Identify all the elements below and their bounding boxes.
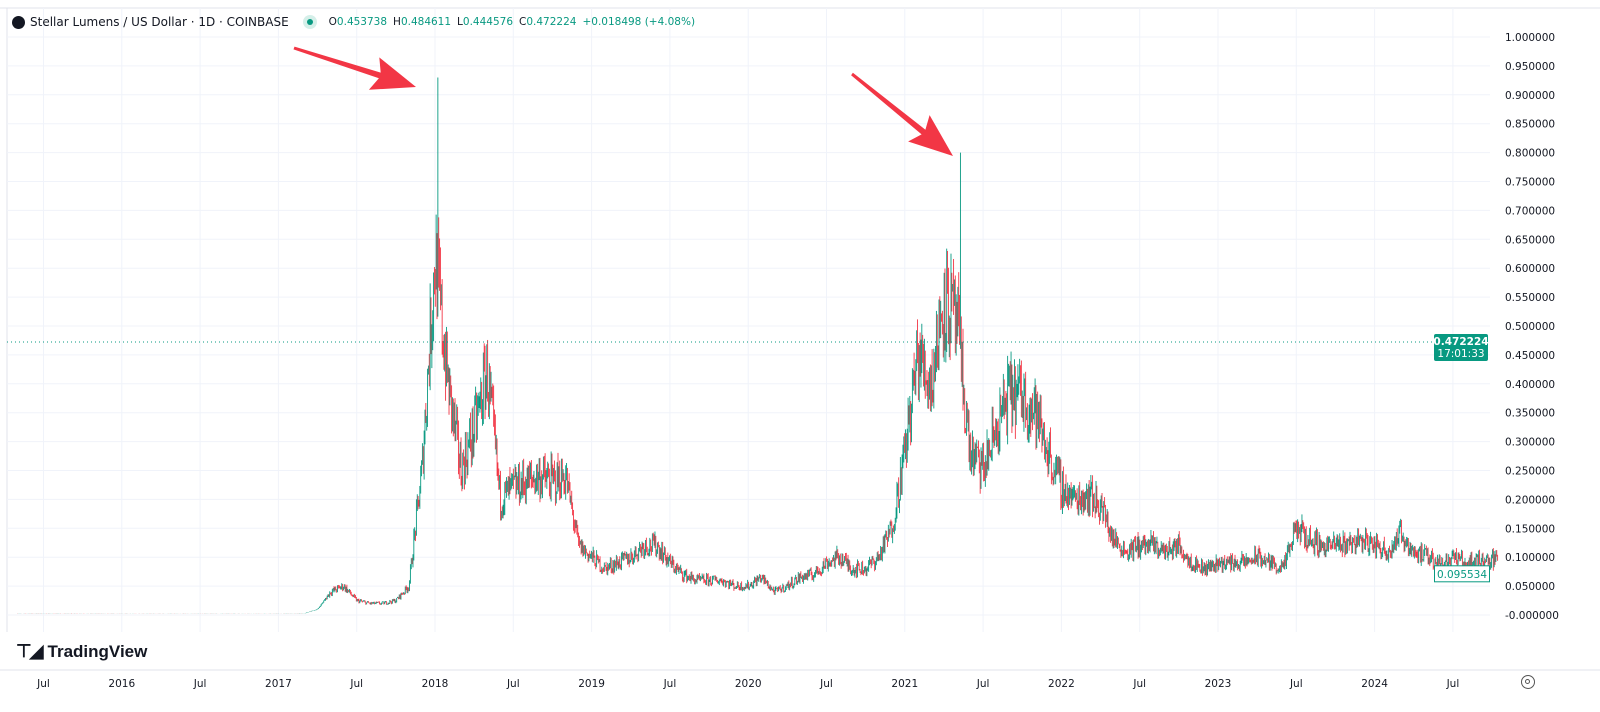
last-close-badge	[1434, 565, 1490, 583]
tradingview-text: TradingView	[47, 641, 148, 661]
y-tick-label: 0.900000	[1505, 90, 1555, 102]
x-tick-label: 2020	[735, 678, 762, 690]
y-tick-label: 1.000000	[1505, 32, 1555, 44]
stellar-logo-icon	[12, 15, 25, 29]
x-tick-label: Jul	[193, 678, 207, 690]
x-tick-label: 2019	[578, 678, 605, 690]
ohlc-low: L0.444576	[457, 16, 513, 28]
low-label: L	[457, 16, 463, 28]
chart-header: Stellar Lumens / US Dollar · 1D · COINBA…	[12, 15, 701, 29]
tradingview-mark-icon: ⊤◢	[16, 641, 43, 661]
y-tick-label: -0.000000	[1505, 610, 1559, 622]
y-tick-label: 0.250000	[1505, 466, 1555, 478]
high-label: H	[393, 16, 401, 28]
close-label: C	[519, 16, 527, 28]
x-tick-label: Jul	[36, 678, 50, 690]
current-price-badge	[1434, 334, 1488, 362]
x-tick-label: Jul	[1132, 678, 1146, 690]
open-value: 0.453738	[336, 16, 388, 28]
x-tick-label: Jul	[976, 678, 990, 690]
ohlc-open: O0.453738	[329, 16, 387, 28]
y-tick-label: 0.650000	[1505, 234, 1555, 246]
countdown-value: 17:01:33	[1437, 348, 1484, 360]
open-label: O	[328, 16, 337, 28]
y-tick-label: 0.400000	[1505, 379, 1555, 391]
x-tick-label: 2022	[1048, 678, 1075, 690]
x-tick-label: 2018	[422, 678, 449, 690]
y-tick-label: 0.500000	[1505, 321, 1555, 333]
market-status-icon[interactable]	[302, 15, 317, 29]
settings-gear-icon[interactable]	[1521, 675, 1535, 689]
x-tick-label: 2024	[1361, 678, 1388, 690]
y-tick-label: 0.950000	[1505, 61, 1555, 73]
y-tick-label: 0.450000	[1505, 350, 1555, 362]
ohlc-close: C0.472224	[519, 16, 576, 28]
x-tick-label: 2023	[1205, 678, 1232, 690]
low-value: 0.444576	[462, 16, 514, 28]
x-tick-label: Jul	[663, 678, 677, 690]
y-tick-label: 0.850000	[1505, 119, 1555, 131]
y-tick-label: 0.800000	[1505, 148, 1555, 160]
tradingview-logo[interactable]: ⊤◢ TradingView	[16, 641, 147, 662]
x-tick-label: Jul	[1446, 678, 1460, 690]
ohlc-change: +0.018498 (+4.08%)	[582, 16, 695, 28]
y-tick-label: 0.750000	[1505, 177, 1555, 189]
y-tick-label: 0.700000	[1505, 205, 1555, 217]
annotation-arrow	[851, 72, 953, 156]
last-close-value: 0.095534	[1437, 569, 1487, 581]
x-tick-label: 2021	[891, 678, 918, 690]
x-tick-label: 2016	[108, 678, 135, 690]
x-tick-label: Jul	[349, 678, 363, 690]
y-tick-label: 0.350000	[1505, 408, 1555, 420]
current-price-value: 0.472224	[1433, 336, 1488, 348]
candles	[16, 77, 1499, 614]
x-tick-label: 2017	[265, 678, 292, 690]
y-tick-label: 0.200000	[1505, 494, 1555, 506]
x-tick-label: Jul	[1289, 678, 1303, 690]
y-tick-label: 0.300000	[1505, 437, 1555, 449]
y-tick-label: 0.100000	[1505, 552, 1555, 564]
symbol-title[interactable]: Stellar Lumens / US Dollar · 1D · COINBA…	[30, 15, 289, 29]
x-tick-label: Jul	[506, 678, 520, 690]
close-value: 0.472224	[526, 16, 577, 28]
ohlc-high: H0.484611	[393, 16, 451, 28]
y-tick-label: 0.600000	[1505, 263, 1555, 275]
change-value: +0.018498 (+4.08%)	[582, 16, 696, 28]
y-tick-label: 0.050000	[1505, 581, 1555, 593]
y-tick-label: 0.150000	[1505, 523, 1555, 535]
y-tick-label: 0.550000	[1505, 292, 1555, 304]
high-value: 0.484611	[400, 16, 452, 28]
x-tick-label: Jul	[819, 678, 833, 690]
annotation-arrow	[293, 46, 416, 90]
